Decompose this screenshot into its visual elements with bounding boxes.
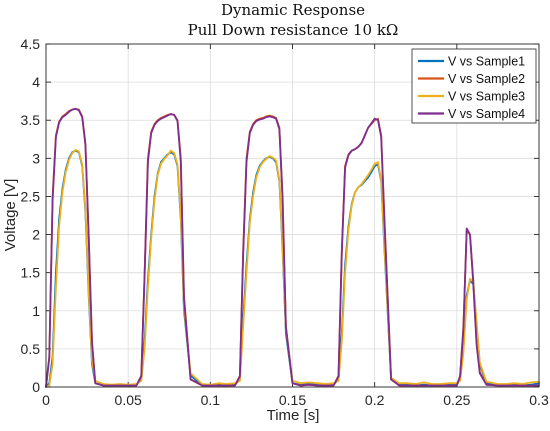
legend: V vs Sample1 V vs Sample2 V vs Sample3 V vs… (411, 48, 537, 124)
y-tick-label: 1.5 (21, 265, 41, 281)
chart-subtitle: Pull Down resistance 10 kΩ (188, 21, 399, 39)
series-line-sample4 (45, 107, 540, 388)
legend-label-sample2: V vs Sample2 (448, 72, 525, 86)
y-tick-label: 2 (32, 227, 40, 243)
y-tick-label: 4.5 (21, 36, 41, 52)
x-tick-label: 0 (42, 392, 50, 408)
x-tick-label: 0.3 (529, 392, 549, 408)
x-tick-label: 0.1 (201, 392, 221, 408)
y-tick-label: 3 (32, 150, 40, 166)
x-tick-label: 0.05 (115, 392, 142, 408)
y-tick-label: 0.5 (21, 341, 41, 357)
y-tick-label: 2.5 (21, 188, 41, 204)
series-line-sample3 (45, 148, 540, 388)
x-tick-labels: 0 0.05 0.1 0.15 0.2 0.25 0.3 (42, 392, 549, 408)
x-tick-label: 0.25 (443, 392, 470, 408)
legend-label-sample4: V vs Sample4 (448, 107, 525, 121)
x-tick-label: 0.2 (365, 392, 385, 408)
legend-label-sample1: V vs Sample1 (448, 55, 525, 69)
y-tick-label: 0 (32, 379, 40, 395)
y-tick-label: 3.5 (21, 112, 41, 128)
series-lines (45, 107, 540, 388)
y-axis-label: Voltage [V] (2, 179, 19, 252)
axes-box (45, 43, 540, 388)
x-tick-label: 0.15 (279, 392, 306, 408)
y-tick-label: 1 (32, 303, 40, 319)
chart-title: Dynamic Response (221, 1, 365, 19)
y-tick-label: 4 (32, 74, 40, 90)
x-axis-label: Time [s] (267, 407, 320, 424)
y-tick-labels: 0 0.5 1 1.5 2 2.5 3 3.5 4 4.5 (21, 36, 41, 395)
legend-label-sample3: V vs Sample3 (448, 90, 525, 104)
